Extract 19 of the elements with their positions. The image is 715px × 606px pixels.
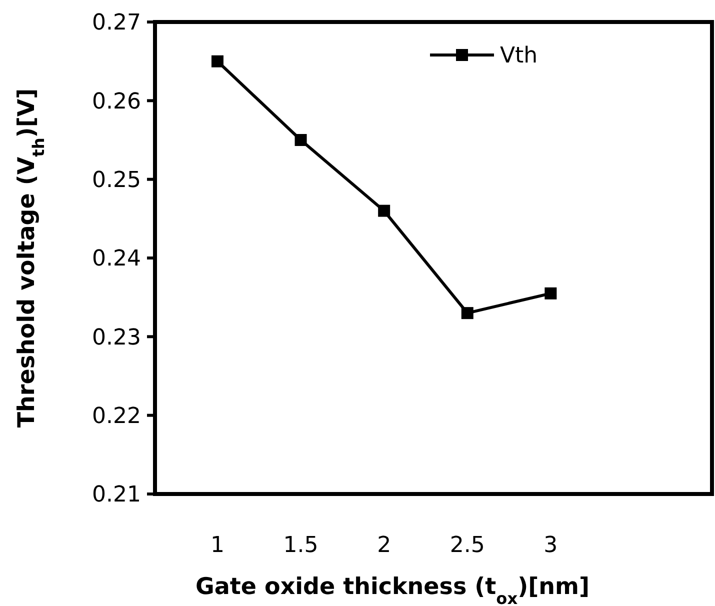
point <box>294 134 307 146</box>
x-tick-label: 1 <box>210 533 224 558</box>
point <box>461 307 474 320</box>
y-tick-label: 0.22 <box>92 404 141 430</box>
y-tick-label: 0.25 <box>92 168 141 194</box>
point <box>211 55 224 68</box>
y-tick-label: 0.26 <box>92 89 141 114</box>
point <box>378 204 390 217</box>
y-tick-label: 0.27 <box>92 10 141 36</box>
x-tick-label: 2.5 <box>450 533 485 558</box>
x-tick-label: 2 <box>377 533 392 558</box>
point <box>544 287 557 300</box>
x-tick-label: 1.5 <box>283 533 318 558</box>
y-tick-label: 0.21 <box>92 482 141 508</box>
y-tick-label: 0.24 <box>92 246 141 272</box>
x-tick-label: 3 <box>544 533 558 558</box>
legend-label: Vth <box>500 44 538 69</box>
y-tick-label: 0.23 <box>92 325 141 350</box>
x-axis-title: Gate oxide thickness (t$_{ox}$)[nm] <box>196 574 590 606</box>
